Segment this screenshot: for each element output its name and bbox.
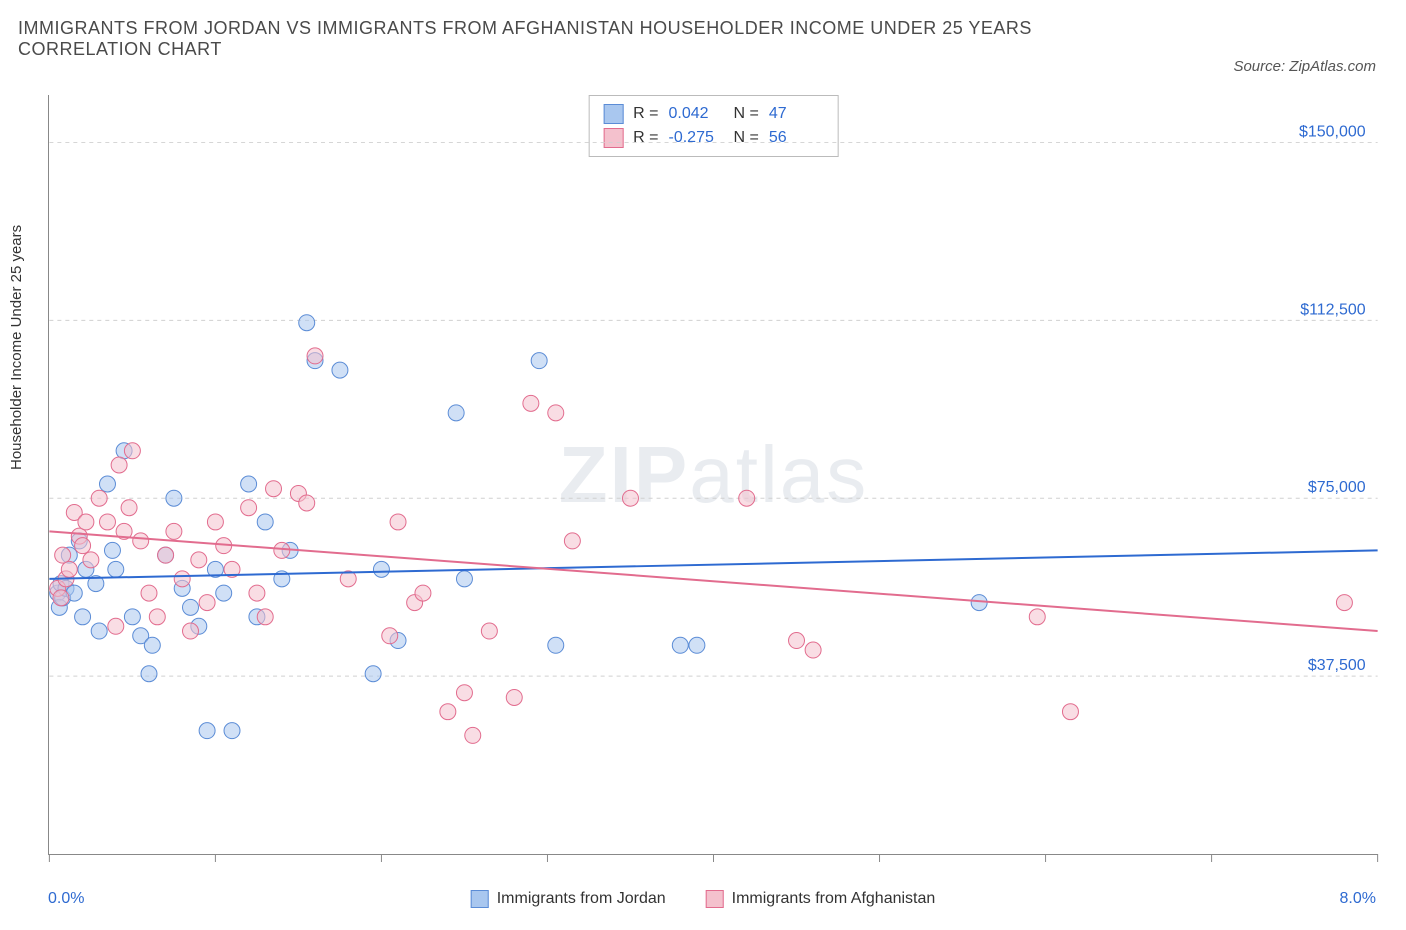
chart-title: IMMIGRANTS FROM JORDAN VS IMMIGRANTS FRO… bbox=[18, 18, 1118, 60]
legend-swatch-afghanistan bbox=[706, 890, 724, 908]
source-attribution: Source: ZipAtlas.com bbox=[1233, 58, 1376, 75]
x-axis-max-label: 8.0% bbox=[1340, 890, 1376, 908]
svg-text:$75,000: $75,000 bbox=[1308, 479, 1366, 496]
svg-text:$112,500: $112,500 bbox=[1300, 301, 1366, 318]
x-axis-min-label: 0.0% bbox=[48, 890, 84, 908]
legend-label-afghanistan: Immigrants from Afghanistan bbox=[732, 890, 936, 908]
scatter-svg: $37,500 $75,000 $112,500 $150,000 bbox=[49, 95, 1378, 854]
svg-text:$150,000: $150,000 bbox=[1299, 123, 1366, 140]
legend: Immigrants from Jordan Immigrants from A… bbox=[471, 890, 936, 908]
legend-label-jordan: Immigrants from Jordan bbox=[497, 890, 666, 908]
svg-text:$37,500: $37,500 bbox=[1308, 657, 1366, 674]
legend-swatch-jordan bbox=[471, 890, 489, 908]
legend-item-afghanistan: Immigrants from Afghanistan bbox=[706, 890, 936, 908]
legend-item-jordan: Immigrants from Jordan bbox=[471, 890, 666, 908]
y-axis-label: Householder Income Under 25 years bbox=[8, 225, 25, 470]
chart-plot-area: ZIPatlas R = 0.042 N = 47 R = -0.275 N =… bbox=[48, 95, 1378, 855]
